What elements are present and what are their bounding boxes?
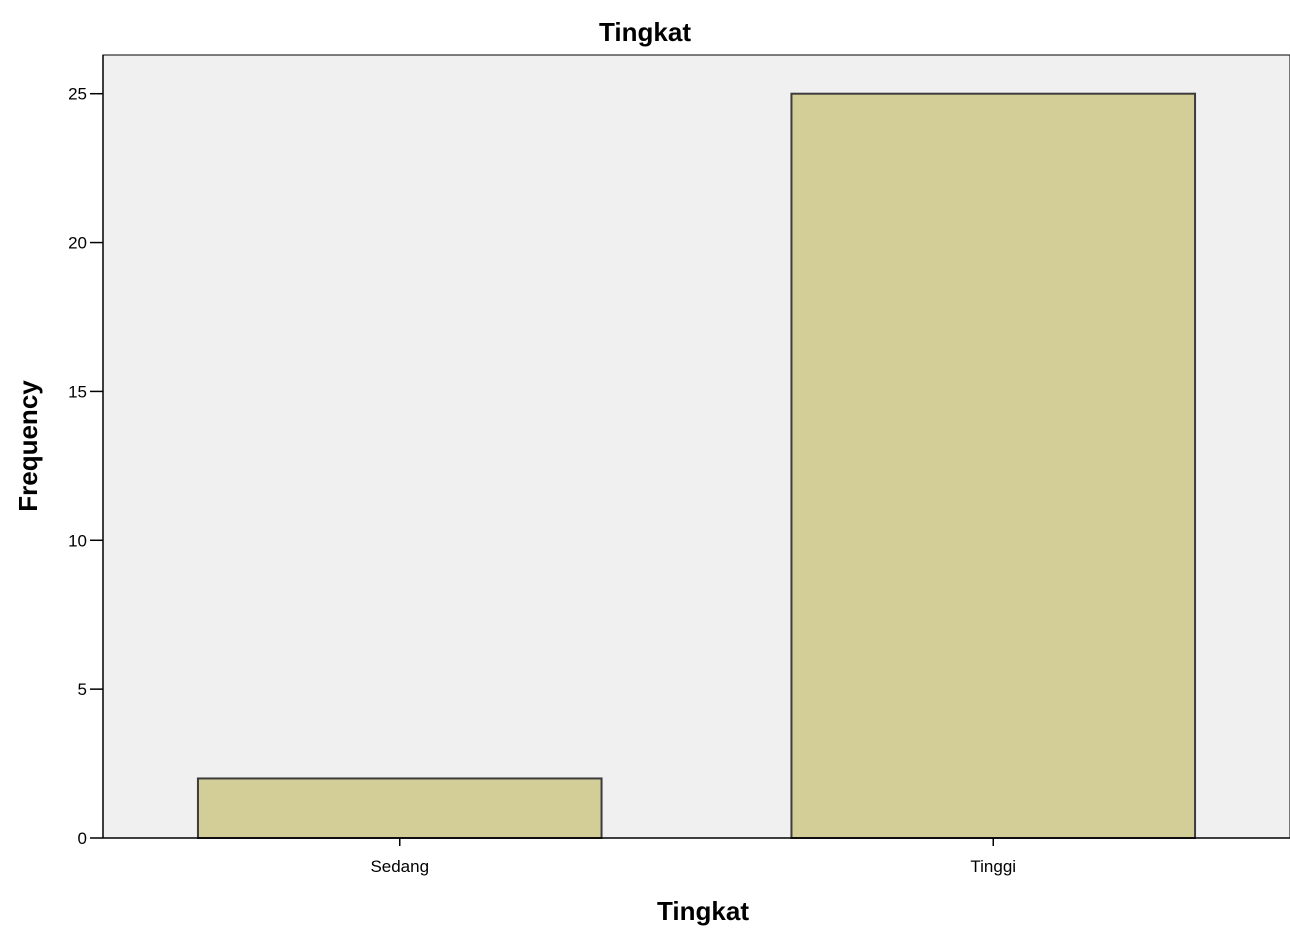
bar-tinggi — [790, 92, 1197, 839]
x-axis: Sedang Tinggi — [103, 837, 1290, 876]
x-tick-label-sedang: Sedang — [370, 857, 429, 876]
x-tick-label-tinggi: Tinggi — [970, 857, 1016, 876]
y-axis-label: Frequency — [13, 380, 43, 512]
y-tick-label: 5 — [78, 680, 87, 699]
y-tick-label: 15 — [68, 382, 87, 401]
y-tick-label: 20 — [68, 234, 87, 253]
y-tick-label: 10 — [68, 531, 87, 550]
x-axis-label: Tingkat — [657, 896, 749, 926]
chart-title: Tingkat — [599, 17, 691, 47]
y-axis: 0 5 10 15 20 25 — [68, 55, 104, 848]
y-tick-label: 25 — [68, 85, 87, 104]
y-tick-label: 0 — [78, 829, 87, 848]
bar-sedang — [196, 777, 603, 840]
